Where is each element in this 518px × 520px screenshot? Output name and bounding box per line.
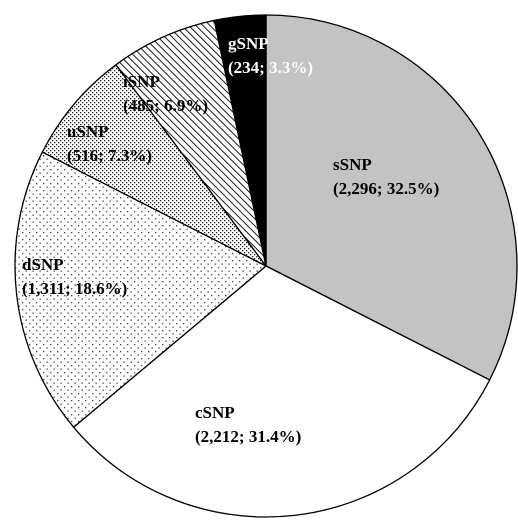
slice-label-gsnp: gSNP [228,34,269,53]
pie-slice-ssnp [265,14,518,381]
pie-slice-gsnp [213,14,267,267]
slice-label-csnp: cSNP [195,403,235,422]
slice-label-usnp: uSNP [67,122,109,141]
slice-value-isnp: (485; 6.9%) [123,96,208,115]
slice-value-ssnp: (2,296; 32.5%) [333,179,439,198]
pie-labels: sSNP (2,296; 32.5%) cSNP (2,212; 31.4%) dSNP… [22,34,439,446]
pie-slice-csnp [72,265,491,518]
pie-slice-isnp [115,19,267,267]
slice-value-csnp: (2,212; 31.4%) [195,427,301,446]
pie-slices [14,14,518,518]
pie-slice-usnp [41,63,267,267]
pie-slice-dsnp [14,151,268,429]
slice-value-usnp: (516; 7.3%) [67,146,152,165]
slice-label-ssnp: sSNP [333,155,372,174]
slice-value-dsnp: (1,311; 18.6%) [22,279,127,298]
slice-label-dsnp: dSNP [22,255,64,274]
slice-label-isnp: iSNP [123,72,160,91]
slice-value-gsnp: (234; 3.3%) [228,58,313,77]
